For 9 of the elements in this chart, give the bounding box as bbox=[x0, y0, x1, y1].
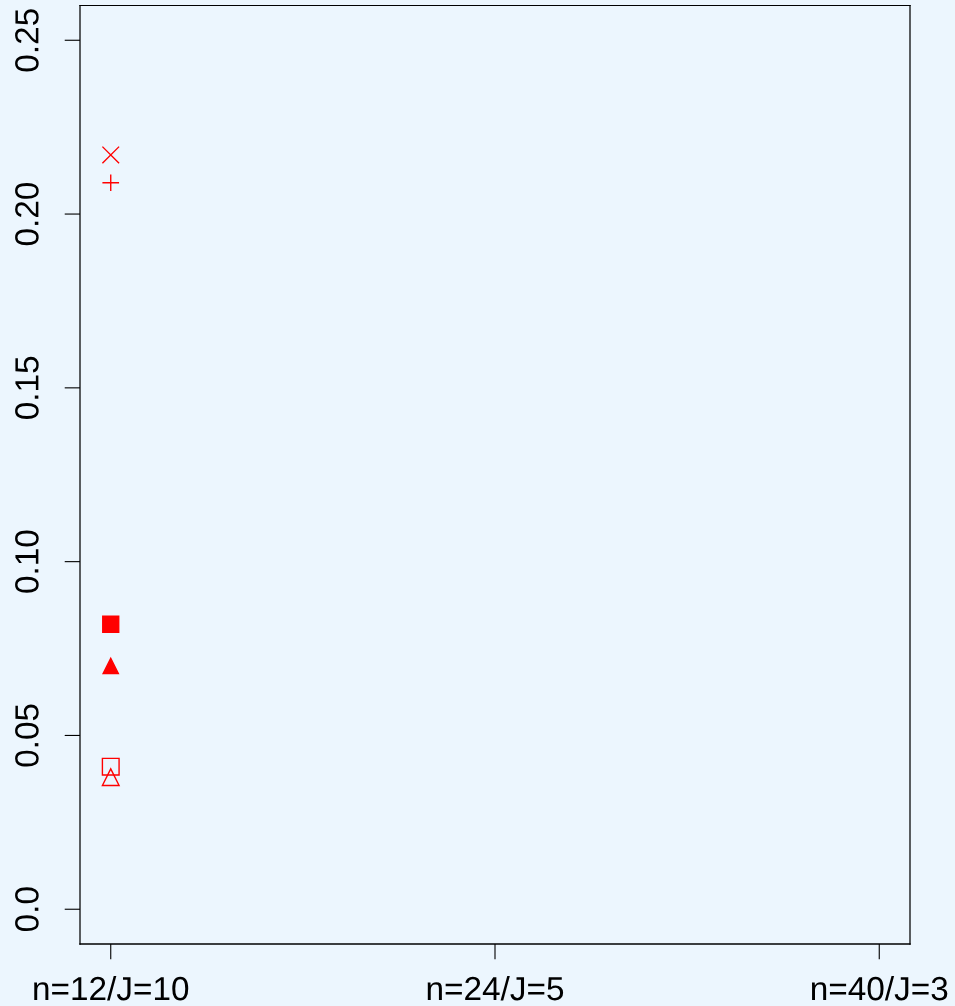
y-tick-label: 0.25 bbox=[15, 9, 39, 72]
y-tick-label: 0.05 bbox=[15, 704, 39, 767]
x-tick-label: n=24/J=5 bbox=[427, 975, 564, 1001]
y-tick-label: 0.15 bbox=[15, 356, 39, 419]
y-tick-label: 0.0 bbox=[15, 887, 39, 932]
x-tick-label: n=12/J=10 bbox=[34, 975, 189, 1001]
y-tick-label: 0.20 bbox=[15, 182, 39, 246]
y-tick-label: 0.10 bbox=[15, 530, 39, 593]
x-tick-label: n=40/J=3 bbox=[811, 975, 948, 1001]
